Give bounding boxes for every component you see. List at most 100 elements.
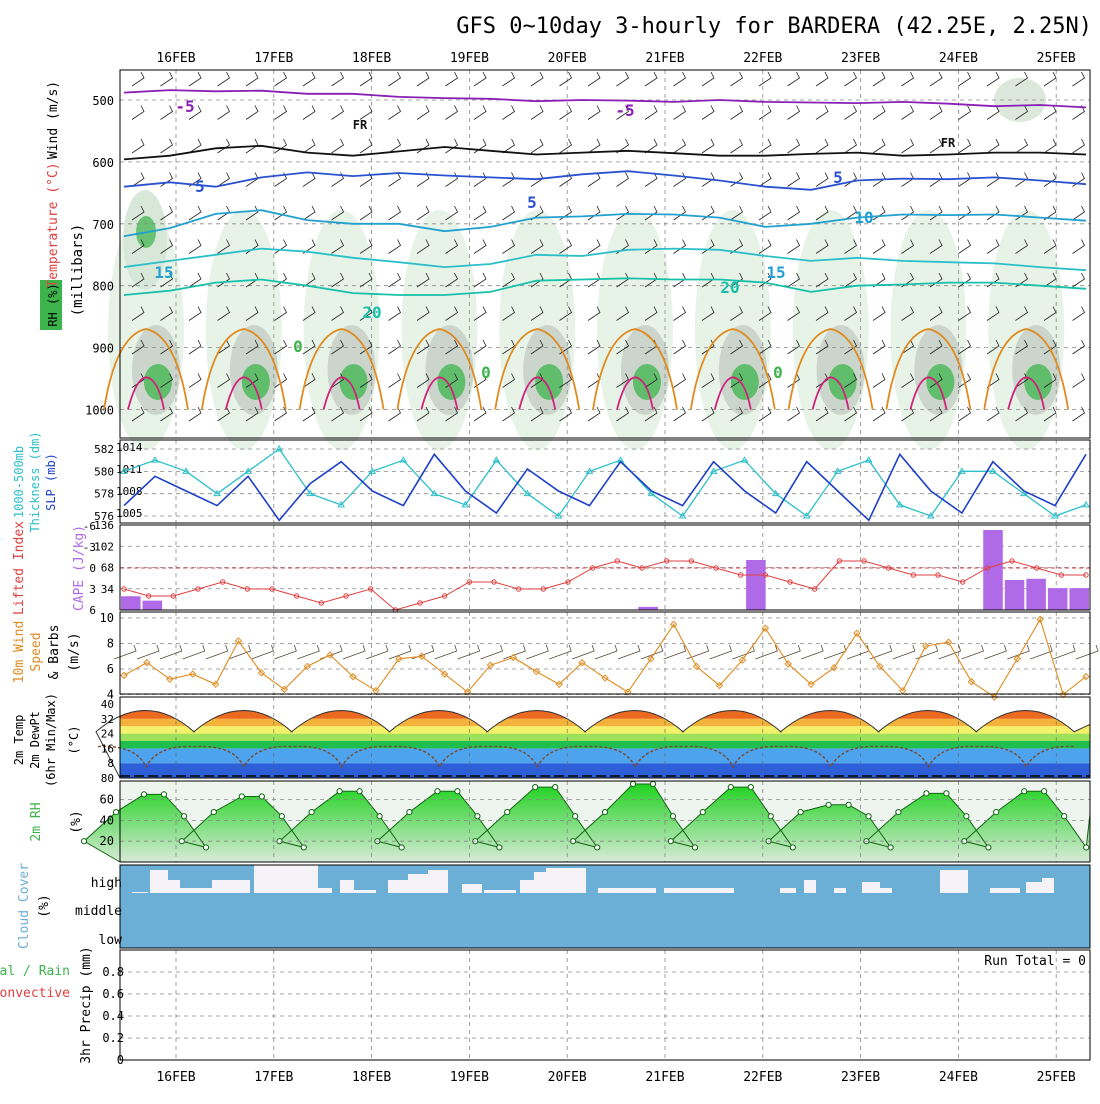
wind-barb — [131, 339, 145, 355]
wind-barb — [730, 138, 744, 154]
thickness-marker — [213, 489, 221, 497]
x-tick-label-bottom: 23FEB — [841, 1070, 880, 1085]
rh-marker — [336, 788, 343, 795]
rh-shading — [535, 364, 564, 400]
cloud-gap — [354, 890, 376, 893]
wind-barb — [616, 172, 630, 187]
lifted-y-tick: 3 — [89, 583, 96, 596]
wind-speed-marker — [440, 670, 449, 678]
lifted-index-marker — [984, 565, 991, 571]
ylabel-text: RH (%) — [46, 283, 60, 326]
lifted-index-marker — [318, 600, 325, 606]
wind-barb — [359, 71, 373, 87]
temp-band — [120, 726, 1090, 734]
lifted-index-marker — [491, 579, 497, 585]
wind-barb — [188, 306, 202, 321]
cloud-gap — [180, 888, 212, 893]
rh-marker — [993, 808, 1000, 816]
contour-label: 15 — [766, 263, 785, 282]
wind-barb — [473, 71, 487, 87]
wind-barb — [673, 339, 687, 355]
precip-y-tick: 0.8 — [102, 965, 124, 979]
ylabel-text: CAPE (J/kg) — [72, 525, 87, 611]
rh-marker — [727, 784, 734, 791]
wind-barb — [416, 138, 430, 154]
thickness-marker — [1020, 489, 1028, 497]
rh-marker — [532, 784, 539, 791]
x-tick-label-top: 20FEB — [548, 51, 587, 66]
x-tick-label-bottom: 24FEB — [939, 1070, 978, 1085]
wind-barb — [1015, 239, 1029, 254]
wind-barb — [1043, 339, 1057, 355]
lifted-index-marker — [663, 558, 670, 564]
x-tick-label-top: 24FEB — [939, 51, 978, 66]
surface-wind-barb — [823, 644, 847, 660]
thickness-marker — [833, 467, 842, 474]
surface-wind-barb — [251, 644, 274, 660]
wind-barb — [616, 339, 630, 355]
wind-barb — [131, 71, 145, 87]
cloud-gap — [598, 888, 656, 893]
wind-barb — [1043, 406, 1057, 422]
surface-wind-barb — [113, 644, 137, 660]
lifted-index-marker — [639, 565, 645, 571]
rh-shading — [339, 364, 368, 400]
contour-label: -5 — [175, 97, 194, 116]
wind-barb — [815, 406, 829, 422]
temp-band — [120, 697, 1090, 704]
wind-barb — [217, 71, 231, 87]
wind-speed-marker — [189, 670, 197, 678]
contour-label: FR — [353, 118, 368, 132]
wind-barb — [1015, 71, 1029, 87]
cape-bar — [1004, 580, 1025, 610]
wind-barb — [901, 138, 915, 154]
surface-wind-barb — [549, 644, 572, 660]
x-tick-label-top: 23FEB — [841, 51, 880, 66]
cape-y-tick: 102 — [94, 540, 114, 553]
thickness-marker — [337, 500, 346, 508]
wind-speed-marker — [211, 680, 220, 689]
cape-bar — [746, 560, 766, 610]
temperature-contour — [1007, 376, 1046, 410]
wind-barb — [473, 272, 487, 288]
temp-y-tick: 40 — [101, 698, 114, 711]
wind-barb — [730, 205, 744, 221]
wind-speed-marker — [486, 661, 495, 669]
wind-barb — [1072, 306, 1086, 321]
wind-barb — [559, 138, 573, 154]
thickness-marker — [740, 456, 749, 463]
cloud-gap — [212, 880, 250, 893]
wind-barb — [160, 272, 174, 288]
wind-barb — [473, 406, 487, 422]
wind-barb — [787, 172, 801, 187]
wind-ylabel: 10m Wind Speed & Barbs (m/s) — [12, 621, 82, 684]
wind-y-tick: 10 — [100, 611, 114, 625]
wind-speed-marker — [166, 675, 174, 683]
wind-barb — [302, 138, 316, 154]
wind-barb — [787, 105, 801, 120]
thickness-marker — [585, 467, 594, 474]
wind-barb — [844, 205, 858, 221]
thickness-marker — [368, 467, 377, 474]
rh-marker — [985, 844, 992, 851]
rh-legend-swatch — [40, 280, 62, 330]
wind-barb — [673, 105, 687, 120]
cape-y-tick: 34 — [101, 583, 115, 596]
temp-ylabel: 2m Temp 2m DewPt (6hr Min/Max) (°C) — [12, 693, 81, 787]
wind-speed-marker — [395, 655, 403, 663]
lifted-index-marker — [1009, 558, 1015, 564]
cloud-ylabel: Cloud Cover (%) — [17, 863, 52, 949]
surface-wind-barb — [388, 644, 412, 660]
temperature-contour — [123, 170, 1087, 191]
x-tick-label-bottom: 25FEB — [1037, 1070, 1076, 1085]
wind-barb — [302, 172, 316, 187]
wind-barb — [131, 172, 145, 187]
temperature-contour — [909, 376, 948, 410]
contour-label: 0 — [293, 337, 303, 356]
lifted-y-tick: -3 — [83, 541, 96, 554]
wind-barb — [958, 205, 972, 221]
wind-barb — [1043, 138, 1057, 154]
wind-speed-marker — [463, 688, 472, 696]
cloud-gap — [834, 888, 846, 893]
lifted-index-marker — [195, 586, 201, 592]
